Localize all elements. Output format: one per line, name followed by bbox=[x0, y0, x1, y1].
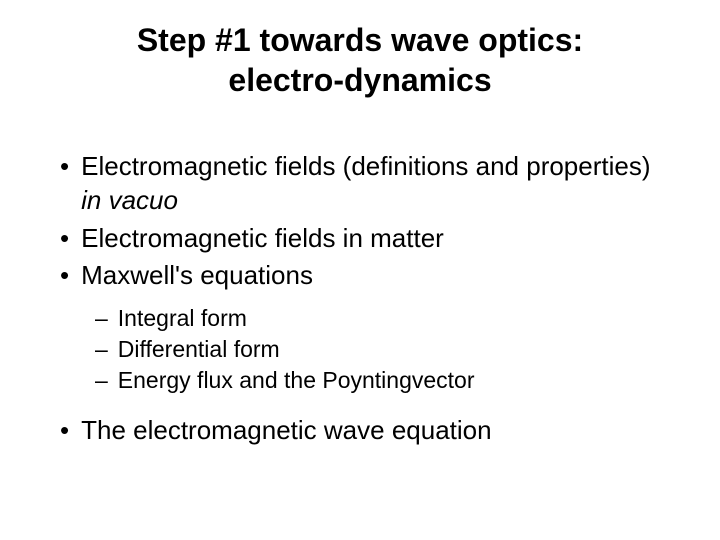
item-text: Electromagnetic fields (definitions and … bbox=[81, 150, 670, 218]
item-text: The electromagnetic wave equation bbox=[81, 414, 670, 448]
item-text: Electromagnetic fields in matter bbox=[81, 222, 670, 256]
bullet-icon: • bbox=[60, 259, 69, 293]
dash-icon: – bbox=[95, 303, 108, 334]
list-item: • The electromagnetic wave equation bbox=[60, 414, 670, 448]
dash-icon: – bbox=[95, 334, 108, 365]
text-italic: in vacuo bbox=[81, 185, 178, 215]
list-item: • Maxwell's equations bbox=[60, 259, 670, 293]
sub-item-text: Energy flux and the Poyntingvector bbox=[118, 365, 475, 396]
sub-list-item: – Differential form bbox=[95, 334, 670, 365]
title-line-2: electro-dynamics bbox=[228, 62, 491, 98]
bullet-icon: • bbox=[60, 222, 69, 256]
slide-title: Step #1 towards wave optics: electro-dyn… bbox=[50, 20, 670, 100]
sub-list-item: – Energy flux and the Poyntingvector bbox=[95, 365, 670, 396]
main-bullet-list: • Electromagnetic fields (definitions an… bbox=[50, 150, 670, 293]
list-item: • Electromagnetic fields (definitions an… bbox=[60, 150, 670, 218]
bullet-icon: • bbox=[60, 414, 69, 448]
item-text: Maxwell's equations bbox=[81, 259, 670, 293]
sub-list-item: – Integral form bbox=[95, 303, 670, 334]
sub-bullet-list: – Integral form – Differential form – En… bbox=[50, 303, 670, 396]
text-plain: Electromagnetic fields (definitions and … bbox=[81, 151, 650, 181]
sub-item-text: Integral form bbox=[118, 303, 247, 334]
bullet-icon: • bbox=[60, 150, 69, 218]
main-bullet-list-2: • The electromagnetic wave equation bbox=[50, 414, 670, 448]
dash-icon: – bbox=[95, 365, 108, 396]
title-line-1: Step #1 towards wave optics: bbox=[137, 22, 583, 58]
sub-item-text: Differential form bbox=[118, 334, 280, 365]
list-item: • Electromagnetic fields in matter bbox=[60, 222, 670, 256]
